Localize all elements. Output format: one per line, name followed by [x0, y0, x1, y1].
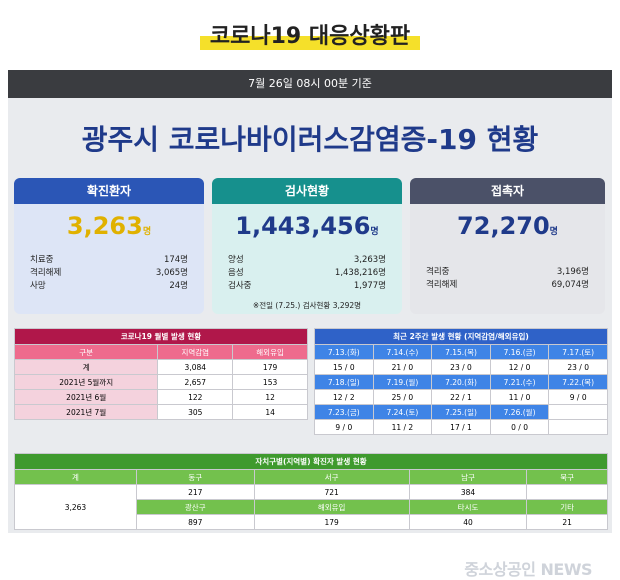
district-caption: 자치구별(지역별) 확진자 발생 현황 [14, 453, 608, 470]
confirmed-row: 격리해제 3,065명 [30, 268, 188, 278]
dashboard-board: 7월 26일 08시 00분 기준 광주시 코로나바이러스감염증-19 현황 확… [8, 70, 612, 579]
table-row: 계 3,084 179 [13, 359, 308, 375]
tests-note: ※전일 (7.25.) 검사현황 3,292명 [252, 301, 362, 310]
monthly-table: 코로나19 월별 발생 현황 구분 지역감염 해외유입 계 3,084 179 20… [13, 328, 308, 420]
contacts-row: 격리중 3,196명 [426, 267, 589, 277]
table-row: 2021년 7월 305 14 [13, 404, 308, 420]
recent-caption: 최근 2주간 발생 현황 (지역감염/해외유입) [314, 328, 608, 345]
district-header: 광산구 [135, 499, 255, 515]
date-row: 7.13.(화) 7.14.(수) 7.15.(목) 7.16.(금) 7.17.(토) [314, 344, 608, 360]
contacts-card-header: 접촉자 [410, 178, 605, 204]
tests-row: 양성 3,263명 [228, 255, 386, 265]
table-row: 897 179 40 21 [15, 514, 608, 530]
tests-card-header: 검사현황 [212, 178, 402, 204]
watermark: 중소상공인 NEWS [464, 560, 592, 579]
district-header: 남구 [408, 469, 528, 485]
recent-table: 최근 2주간 발생 현황 (지역감염/해외유입) 7.13.(화) 7.14.(수… [314, 328, 608, 435]
confirmed-row: 치료중 174명 [30, 255, 188, 265]
confirmed-card: 확진환자 3,263명 치료중 174명 격리해제 3,065명 사망 24명 [14, 178, 204, 314]
date-row: 7.23.(금) 7.24.(토) 7.25.(일) 7.26.(월) [314, 404, 608, 420]
main-title: 광주시 코로나바이러스감염증-19 현황 [81, 123, 539, 156]
district-header: 타시도 [408, 499, 528, 515]
table-row: 15 / 0 21 / 0 23 / 0 12 / 0 23 / 0 [314, 359, 608, 375]
tests-breakdown: 양성 3,263명 음성 1,438,216명 검사중 1,977명 [228, 254, 386, 293]
tests-card: 검사현황 1,443,456명 양성 3,263명 음성 1,438,216명 검사… [212, 178, 402, 314]
tests-row: 음성 1,438,216명 [228, 268, 386, 278]
district-header: 해외유입 [253, 499, 410, 515]
table-row: 2021년 5월까지 2,657 153 [13, 374, 308, 390]
confirmed-card-header: 확진환자 [14, 178, 204, 204]
table-row: 3,263 217 721 384 [14, 484, 608, 530]
tests-total: 1,443,456명 [235, 212, 379, 240]
monthly-header: 해외유입 [232, 344, 308, 360]
dateline: 7월 26일 08시 00분 기준 [8, 70, 612, 98]
date-row: 7.18.(일) 7.19.(월) 7.20.(화) 7.21.(수) 7.22.(목) [314, 374, 608, 390]
monthly-header: 구분 [13, 344, 159, 360]
confirmed-breakdown: 치료중 174명 격리해제 3,065명 사망 24명 [30, 254, 188, 293]
page-title: 코로나19 대응상황판 [200, 18, 420, 54]
title-highlight [200, 36, 420, 50]
district-header: 동구 [135, 469, 255, 485]
contacts-card: 접촉자 72,270명 격리중 3,196명 격리해제 69,074명 [410, 178, 605, 314]
contacts-total: 72,270명 [457, 212, 558, 240]
district-header: 서구 [253, 469, 410, 485]
confirmed-row: 사망 24명 [30, 281, 188, 291]
district-table: 자치구별(지역별) 확진자 발생 현황 계 동구 서구 남구 북구 3,263 … [14, 453, 608, 530]
contacts-breakdown: 격리중 3,196명 격리해제 69,074명 [426, 266, 589, 292]
district-header: 기타 [526, 499, 608, 515]
district-header: 계 [14, 469, 137, 485]
table-row: 2021년 6월 122 12 [13, 389, 308, 405]
contacts-row: 격리해제 69,074명 [426, 280, 589, 290]
monthly-caption: 코로나19 월별 발생 현황 [14, 328, 308, 345]
district-header: 북구 [526, 469, 608, 485]
district-total: 3,263 [14, 484, 137, 530]
confirmed-total: 3,263명 [66, 212, 152, 240]
tests-row: 검사중 1,977명 [228, 281, 386, 291]
monthly-header: 지역감염 [157, 344, 234, 360]
